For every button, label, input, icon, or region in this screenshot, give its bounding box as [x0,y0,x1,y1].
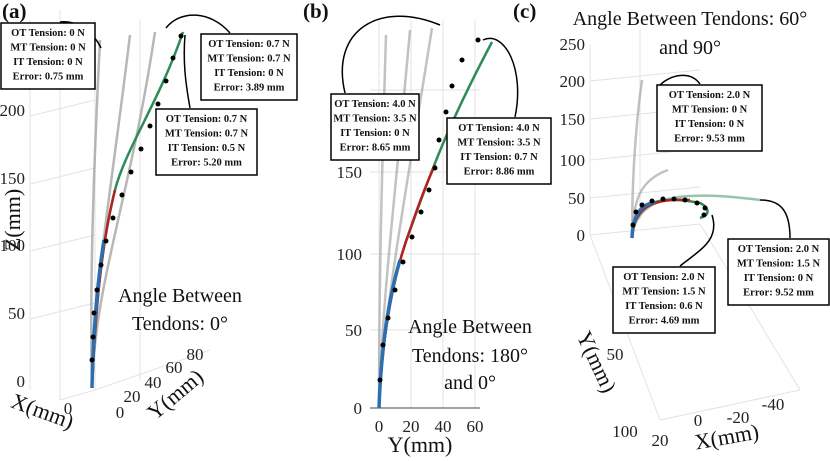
panel-label: (a) [2,0,27,23]
tick-label: 0 [694,411,703,430]
grid-b [370,20,480,408]
tick-label: 40 [145,373,162,392]
annotation-line: OT Tension: 0 N [11,28,85,39]
tick-label: 0 [375,417,384,436]
tick-label: 200 [560,72,586,91]
annotation-box [612,266,716,334]
annotation-line: MT Tension: 3.5 N [457,138,541,149]
tick-label: 150 [0,169,25,188]
annotation-line: MT Tension: 1.5 N [622,287,706,298]
dots-a [89,33,184,363]
annotation-line: IT Tension: 0.6 N [625,301,703,312]
annotation-line: OT Tension: 4.0 N [334,99,416,110]
panel-title: Tendons: 0° [132,313,228,335]
tick-label: 250 [560,35,586,54]
annotation-box [330,93,420,161]
annotation-line: OT Tension: 2.0 N [738,244,820,255]
tick-label: 0 [64,399,73,418]
annotation-line: Error: 5.20 mm [171,158,242,169]
tick-label: 0 [354,399,363,418]
annotation-line: MT Tension: 0 N [672,105,748,116]
annotation-line: Error: 8.65 mm [340,143,411,154]
tick-label: 0 [577,226,586,245]
tick-label: 0 [17,372,26,391]
annotation-line: IT Tension: 0 N [744,273,814,284]
annotation-line: Error: 9.53 mm [674,134,745,145]
annotation-line: OT Tension: 0.7 N [208,39,290,50]
tick-label: -20 [727,408,750,427]
tick-label: 150 [337,163,363,182]
panel-label: (b) [303,0,329,23]
annotation-line: IT Tension: 0 N [214,68,284,79]
annotation-box [727,238,830,306]
annotation-line: OT Tension: 0.7 N [166,114,248,125]
annotation-line: IT Tension: 0.5 N [168,143,246,154]
tick-label: 80 [187,345,204,364]
annotation-line: MT Tension: 0.7 N [207,54,291,65]
tick-label: 50 [8,304,25,323]
annotation-line: MT Tension: 0.7 N [165,129,249,140]
tick-label: 100 [560,151,586,170]
tick-label: 100 [337,245,363,264]
annotation-box [656,84,763,152]
tick-label: 0 [116,403,125,422]
annotation-line: IT Tension: 0.7 N [460,152,538,163]
dots-b [377,37,481,383]
tick-label: 200 [0,101,25,120]
tick-label: 150 [560,110,586,129]
tick-label: 20 [652,431,669,450]
panel-label: (c) [513,0,536,23]
curves-a [90,31,185,389]
axis-label: Y(mm) [388,432,453,457]
tick-label: 60 [467,417,484,436]
axis-label: Z(mm) [0,189,25,251]
panel-title: Tendons: 180° [412,345,528,367]
tick-label: 20 [124,387,141,406]
panel-title: Angle Between [118,285,242,307]
annotation-line: OT Tension: 2.0 N [623,272,705,283]
annotation-line: IT Tension: 0 N [340,128,410,139]
annotation-line: MT Tension: 3.5 N [333,114,417,125]
tick-label: 100 [0,236,25,255]
tick-label: 50 [607,345,624,364]
tick-label: -40 [762,395,785,414]
annotation-line: Error: 0.75 mm [13,72,84,83]
annotation-line: OT Tension: 4.0 N [458,123,540,134]
panel-title: Angle Between [408,316,532,338]
annotation-line: IT Tension: 0 N [675,119,745,130]
tick-label: 20 [403,417,420,436]
tick-label: 100 [612,422,638,441]
annotation-line: Error: 8.86 mm [464,167,535,178]
dots-c [630,196,708,228]
panel-title: and 0° [444,372,496,394]
annotation-line: Error: 9.52 mm [743,288,814,299]
annotation-line: Error: 3.89 mm [214,83,285,94]
tick-label: 40 [435,417,452,436]
panel-title: Angle Between Tendons: 60° [573,8,808,30]
annotation-line: MT Tension: 1.5 N [737,259,821,270]
annotation-box [155,108,258,176]
annotation-box [0,22,96,90]
annotation-line: IT Tension: 0 N [13,57,83,68]
annotation-line: MT Tension: 0 N [10,43,86,54]
tick-label: 60 [166,358,183,377]
tick-label: 50 [345,321,362,340]
tick-label: 50 [568,189,585,208]
annotation-box [446,117,552,185]
panel-title: and 90° [659,37,721,59]
annotation-line: OT Tension: 2.0 N [669,90,751,101]
annotation-box [200,33,298,101]
annotation-line: Error: 4.69 mm [629,316,700,327]
